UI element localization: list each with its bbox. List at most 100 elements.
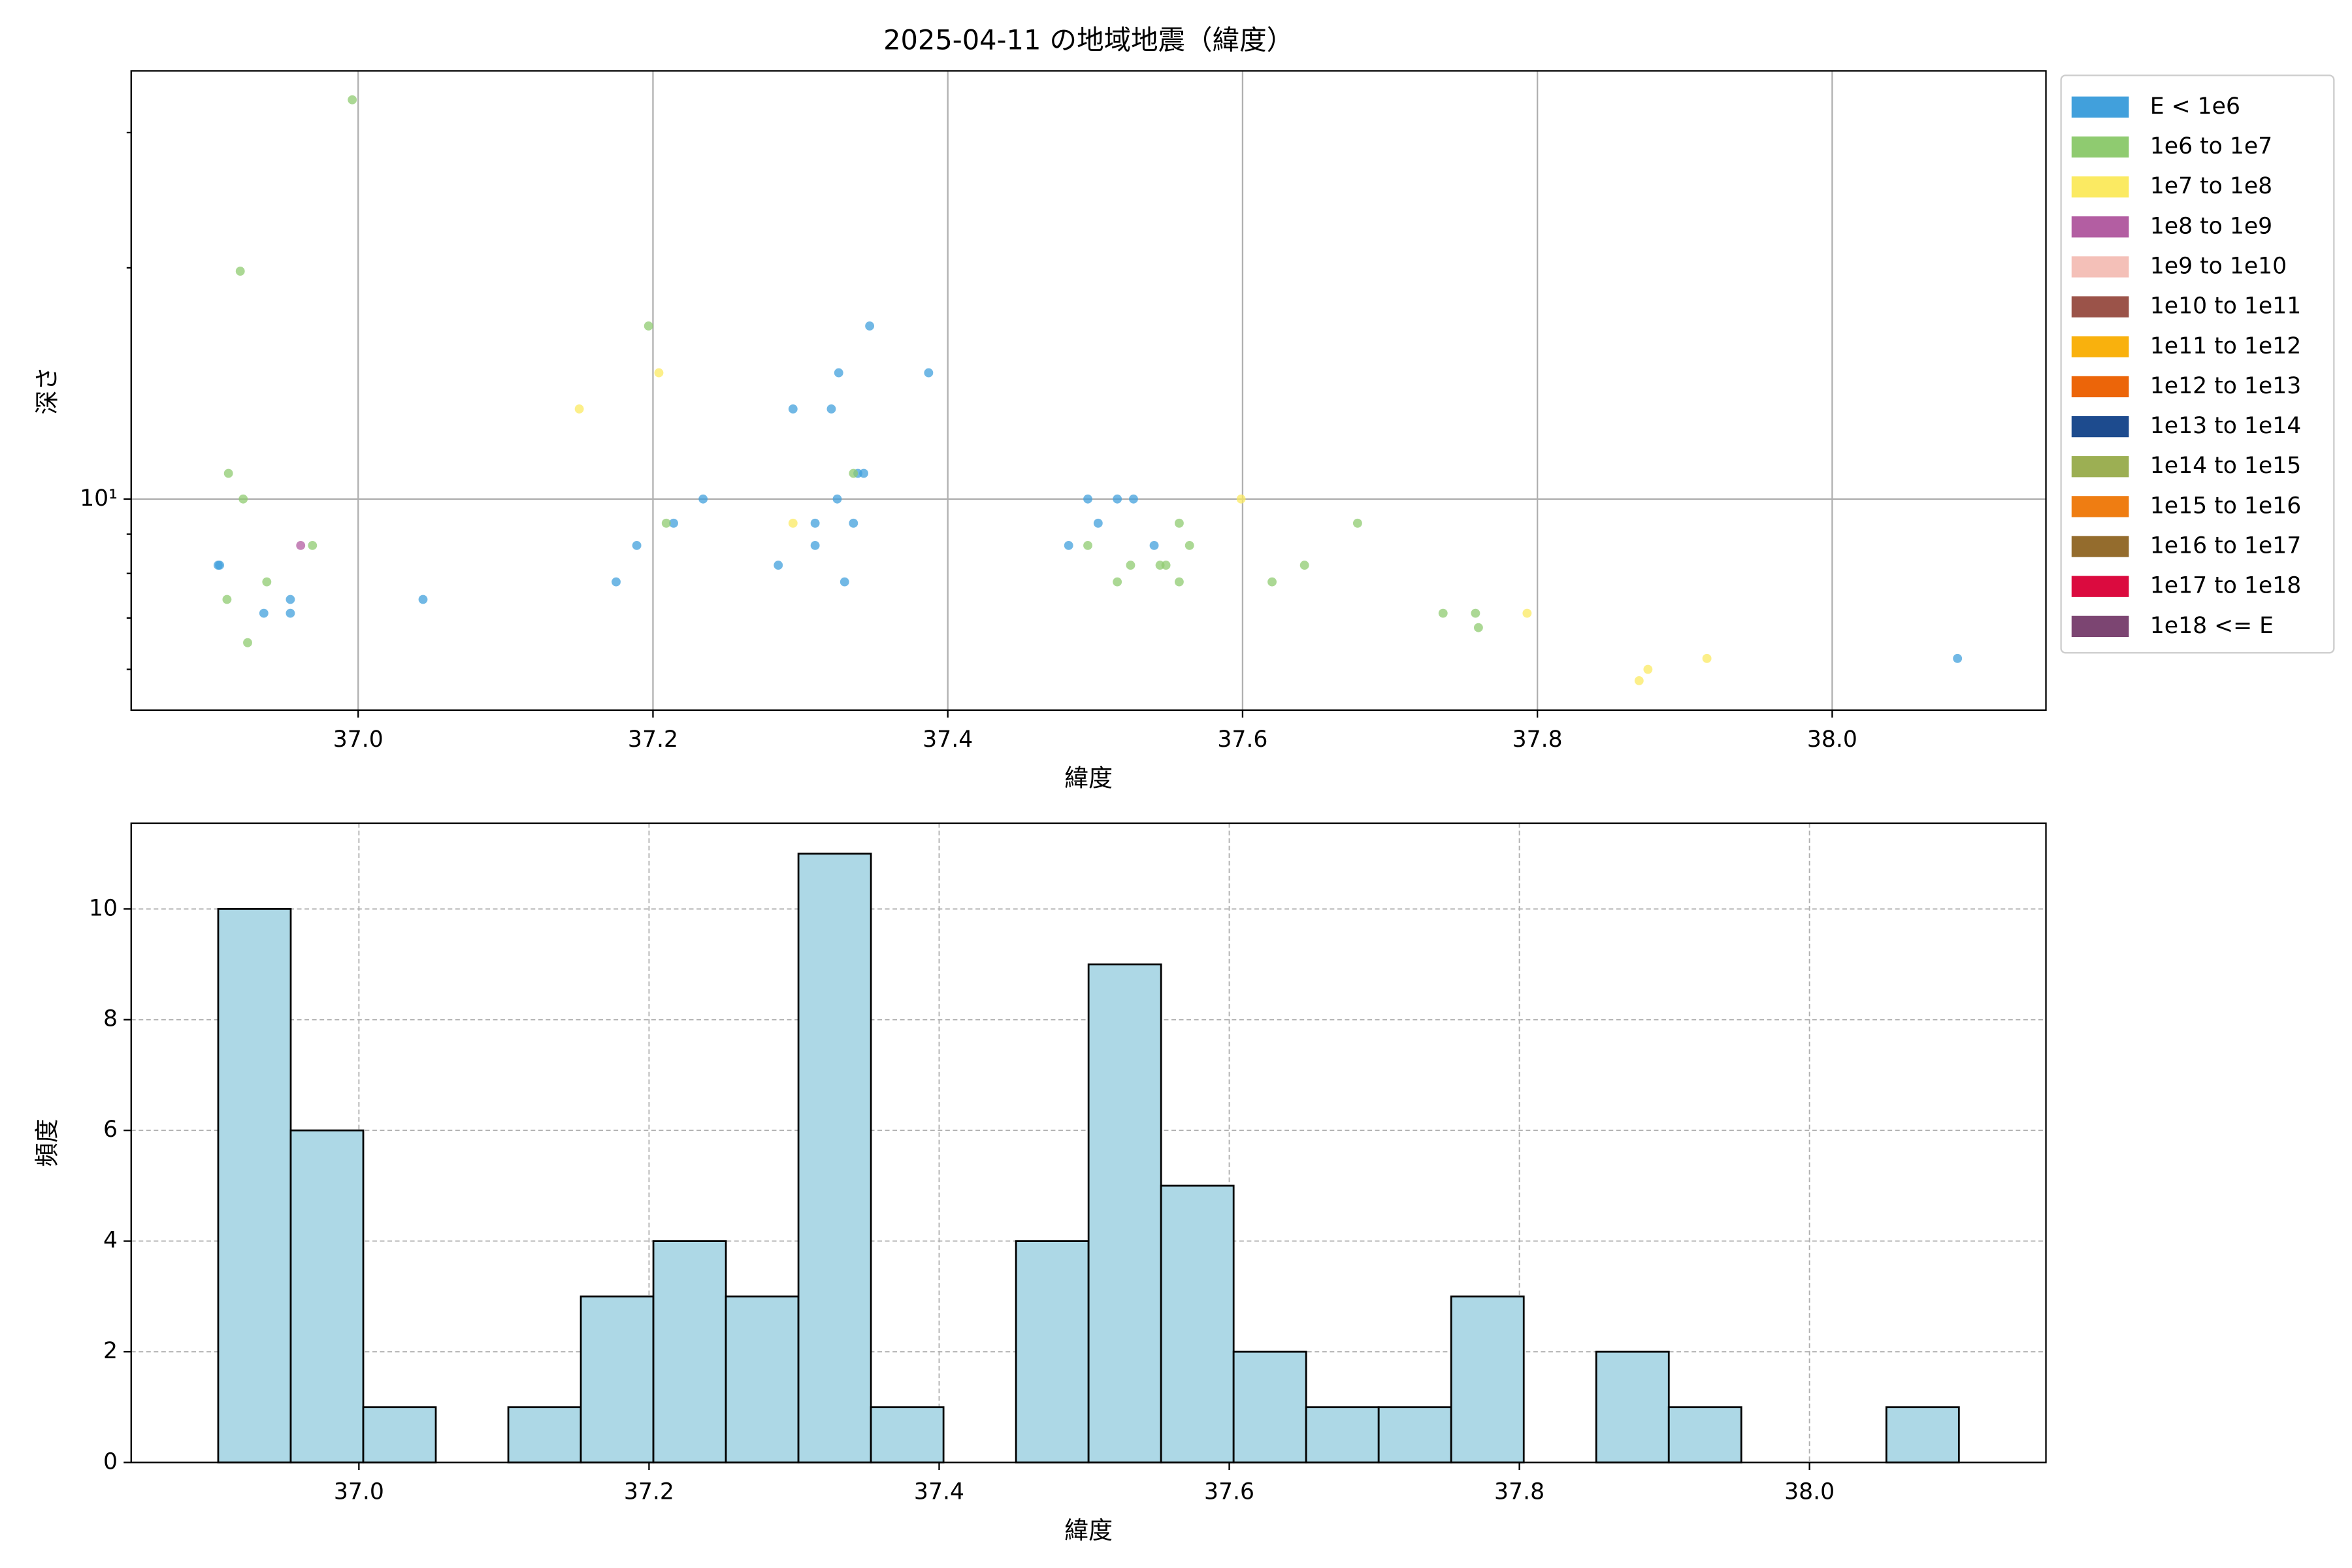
scatter-point [308, 540, 318, 550]
scatter-point [296, 540, 306, 550]
scatter-point [1352, 518, 1362, 528]
legend-label: 1e10 to 1e11 [2150, 293, 2301, 319]
legend-swatch [2071, 456, 2129, 478]
scatter-point [849, 468, 858, 478]
scatter-point [1702, 653, 1712, 663]
scatter-point [826, 404, 836, 414]
legend-label: 1e12 to 1e13 [2150, 373, 2301, 399]
scatter-point [834, 368, 843, 378]
scatter-point [1161, 561, 1171, 570]
legend-swatch [2071, 256, 2129, 278]
legend-label: 1e8 to 1e9 [2150, 213, 2272, 239]
hist-bar [1160, 1184, 1235, 1463]
legend-label: 1e14 to 1e15 [2150, 453, 2301, 479]
scatter-point [1083, 494, 1092, 504]
x-tick-label: 37.0 [334, 1479, 384, 1505]
legend-label: 1e7 to 1e8 [2150, 173, 2272, 199]
scatter-point [774, 561, 783, 570]
hist-bar [507, 1406, 582, 1463]
scatter-point [262, 577, 272, 587]
scatter-point [865, 321, 875, 331]
plot-frame [130, 70, 2047, 711]
y-tick-label: 6 [103, 1117, 118, 1143]
scatter-point [222, 595, 232, 604]
hist-bar [217, 907, 292, 1463]
scatter-point [1064, 540, 1073, 550]
scatter-point [632, 540, 642, 550]
legend-swatch [2071, 96, 2129, 118]
plot-frame [130, 822, 2047, 1463]
y-tick-label: 8 [103, 1006, 118, 1032]
scatter-point [1083, 540, 1092, 550]
scatter-point [612, 577, 621, 587]
legend-box [2060, 74, 2335, 654]
scatter-point [1643, 664, 1653, 674]
x-tick-label: 37.8 [1494, 1479, 1544, 1505]
hist-bar [580, 1295, 655, 1463]
legend-label: 1e11 to 1e12 [2150, 333, 2301, 359]
legend-swatch [2071, 136, 2129, 158]
hist-bar [289, 1129, 365, 1463]
scatter-point [1174, 518, 1184, 528]
scatter-point [286, 595, 295, 604]
scatter-point [1093, 518, 1103, 528]
scatter-point [832, 494, 842, 504]
hist-bar [1232, 1350, 1307, 1463]
legend-label: 1e18 <= E [2150, 613, 2274, 639]
scatter-point [574, 404, 584, 414]
legend-swatch [2071, 216, 2129, 238]
scatter-point [243, 638, 252, 647]
x-axis-label: 緯度 [1064, 1516, 1113, 1544]
hist-bar [1450, 1295, 1525, 1463]
legend-label: 1e15 to 1e16 [2150, 493, 2301, 519]
scatter-point [1129, 494, 1138, 504]
hist-bar [870, 1406, 945, 1463]
scatter-point [1953, 653, 1963, 663]
y-axis-label: 深さ [33, 367, 61, 415]
scatter-point [1471, 608, 1480, 618]
scatter-point [286, 608, 295, 618]
x-tick-label: 37.4 [914, 1479, 964, 1505]
scatter-point [1113, 577, 1122, 587]
y-tick-label: 2 [103, 1338, 118, 1364]
legend-label: 1e13 to 1e14 [2150, 413, 2301, 439]
scatter-point [810, 540, 820, 550]
legend-label: E < 1e6 [2150, 93, 2240, 120]
scatter-point [1236, 494, 1246, 504]
scatter-point [1126, 561, 1135, 570]
legend-swatch [2071, 615, 2129, 637]
legend-label: 1e9 to 1e10 [2150, 253, 2287, 279]
hist-bar [725, 1295, 800, 1463]
legend-swatch [2071, 176, 2129, 198]
x-tick-label: 38.0 [1807, 727, 1857, 753]
legend-swatch [2071, 376, 2129, 398]
scatter-point [1299, 561, 1309, 570]
scatter-point [788, 404, 798, 414]
y-axis-label: 頻度 [33, 1119, 61, 1167]
scatter-point [1174, 577, 1184, 587]
scatter-point [259, 608, 269, 618]
scatter-point [1267, 577, 1277, 587]
hist-bar [362, 1406, 437, 1463]
scatter-point [654, 368, 664, 378]
hist-bar [1667, 1406, 1742, 1463]
legend-swatch [2071, 576, 2129, 597]
scatter-point [1149, 540, 1159, 550]
scatter-point [1438, 608, 1448, 618]
scatter-point [644, 321, 653, 331]
scatter-point [223, 468, 233, 478]
hist-bar [1087, 963, 1162, 1463]
scatter-point [418, 595, 428, 604]
x-tick-label: 37.6 [1217, 727, 1267, 753]
scatter-point [810, 518, 820, 528]
scatter-point [698, 494, 708, 504]
hist-bar [1305, 1406, 1380, 1463]
y-tick-label: 4 [103, 1228, 118, 1254]
x-axis-label: 緯度 [1064, 764, 1113, 792]
x-tick-label: 37.0 [333, 727, 384, 753]
x-tick-label: 37.8 [1512, 727, 1563, 753]
legend-swatch [2071, 336, 2129, 357]
scatter-point [1522, 608, 1532, 618]
x-tick-label: 37.4 [923, 727, 973, 753]
